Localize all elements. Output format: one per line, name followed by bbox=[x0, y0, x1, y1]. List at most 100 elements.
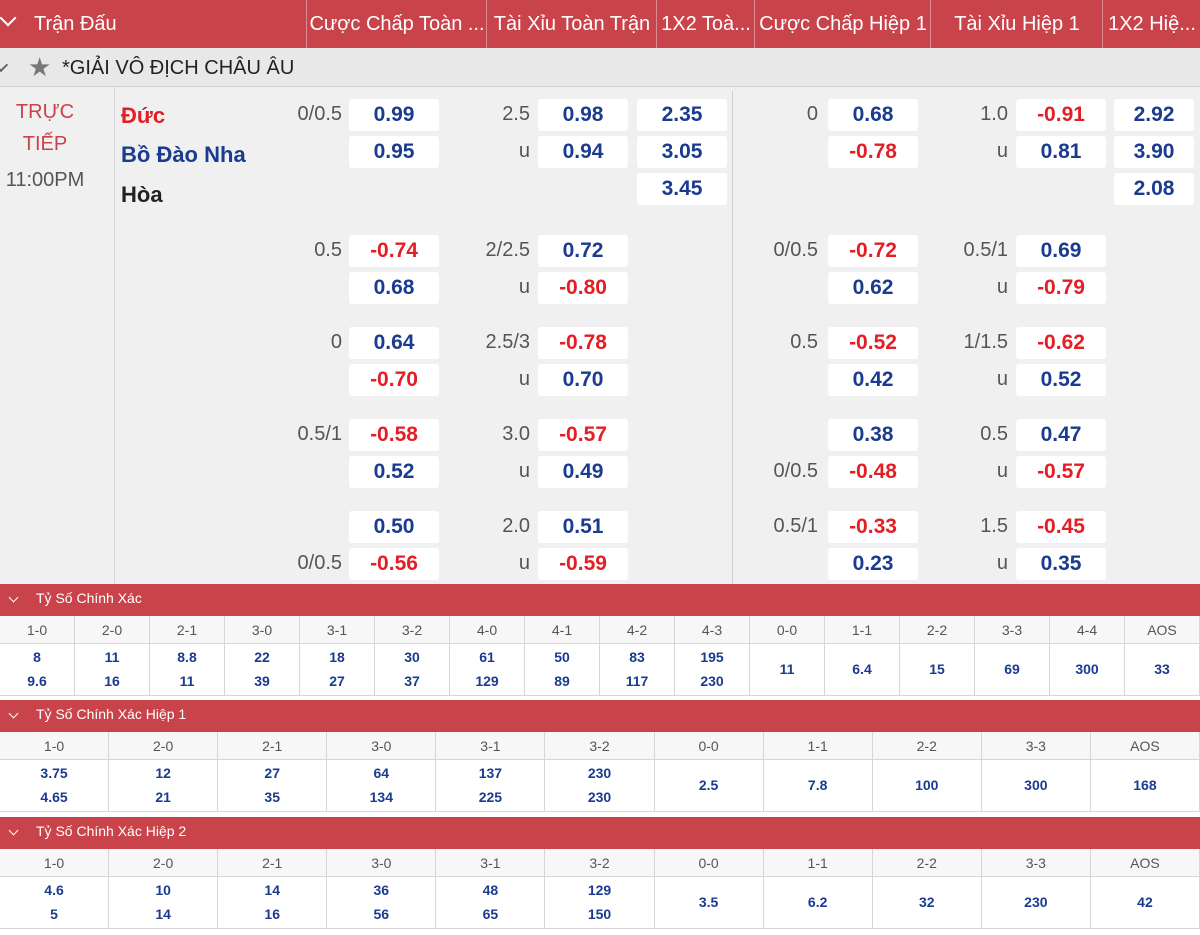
score-odd[interactable]: 15 bbox=[929, 661, 945, 677]
score-odd[interactable]: 150 bbox=[587, 906, 612, 922]
score-odd[interactable]: 129 bbox=[587, 882, 612, 898]
h1-handicap-odd[interactable]: -0.78 bbox=[828, 136, 918, 168]
score-odd[interactable]: 6.4 bbox=[852, 661, 872, 677]
score-odds-cell[interactable]: 6.4 bbox=[825, 644, 900, 696]
h1-handicap-odd[interactable]: 0.62 bbox=[828, 272, 918, 304]
h1-over-under-odd[interactable]: 0.52 bbox=[1016, 364, 1106, 396]
h1-over-under-odd[interactable]: -0.57 bbox=[1016, 456, 1106, 488]
h1-over-under-odd[interactable]: -0.45 bbox=[1016, 511, 1106, 543]
section-header[interactable]: Tỷ Số Chính Xác Hiệp 2 bbox=[0, 817, 1200, 849]
h1-handicap-odd[interactable]: -0.52 bbox=[828, 327, 918, 359]
score-odd[interactable]: 6.2 bbox=[807, 894, 828, 910]
chevron-down-icon[interactable] bbox=[0, 57, 9, 73]
score-odd[interactable]: 7.8 bbox=[807, 777, 828, 793]
chevron-down-icon[interactable] bbox=[8, 708, 19, 719]
score-odds-cell[interactable]: 42 bbox=[1090, 877, 1200, 929]
score-odds-cell[interactable]: 129 150 bbox=[545, 877, 655, 929]
ft-handicap-odd[interactable]: -0.70 bbox=[349, 364, 439, 396]
ft-over-under-odd[interactable]: 0.49 bbox=[538, 456, 628, 488]
ft-handicap-odd[interactable]: 0.99 bbox=[349, 99, 439, 131]
score-odd[interactable]: 4.65 bbox=[40, 789, 68, 805]
score-odd[interactable]: 300 bbox=[1024, 777, 1048, 793]
h1-1x2-odd[interactable]: 3.90 bbox=[1114, 136, 1194, 168]
league-row[interactable]: ★ *GIẢI VÔ ĐỊCH CHÂU ÂU bbox=[0, 48, 1200, 87]
h1-handicap-odd[interactable]: 0.68 bbox=[828, 99, 918, 131]
h1-over-under-odd[interactable]: -0.79 bbox=[1016, 272, 1106, 304]
score-odds-cell[interactable]: 230 bbox=[981, 877, 1091, 929]
score-odd[interactable]: 48 bbox=[482, 882, 499, 898]
score-odd[interactable]: 14 bbox=[264, 882, 280, 898]
score-odds-cell[interactable]: 300 bbox=[981, 760, 1091, 812]
score-odd[interactable]: 129 bbox=[475, 673, 499, 689]
h1-handicap-odd[interactable]: -0.72 bbox=[828, 235, 918, 267]
score-odd[interactable]: 117 bbox=[625, 673, 649, 689]
score-odd[interactable]: 30 bbox=[404, 649, 420, 665]
away-team[interactable]: Bồ Đào Nha bbox=[121, 142, 246, 167]
score-odd[interactable]: 230 bbox=[700, 673, 724, 689]
score-odd[interactable]: 134 bbox=[369, 789, 393, 805]
h1-handicap-odd[interactable]: 0.23 bbox=[828, 548, 918, 580]
score-odds-cell[interactable]: 168 bbox=[1090, 760, 1200, 812]
score-odd[interactable]: 5 bbox=[50, 906, 58, 922]
score-odd[interactable]: 83 bbox=[629, 649, 645, 665]
score-odd[interactable]: 300 bbox=[1075, 661, 1099, 677]
score-odds-cell[interactable]: 14 16 bbox=[218, 877, 328, 929]
score-odd[interactable]: 22 bbox=[254, 649, 270, 665]
score-odds-cell[interactable]: 3.75 4.65 bbox=[0, 760, 110, 812]
score-odds-cell[interactable]: 64 134 bbox=[327, 760, 437, 812]
score-odd[interactable]: 64 bbox=[373, 765, 390, 781]
score-odd[interactable]: 16 bbox=[264, 906, 280, 922]
score-odd[interactable]: 32 bbox=[918, 894, 935, 910]
score-odd[interactable]: 50 bbox=[554, 649, 570, 665]
ft-1x2-odd[interactable]: 3.45 bbox=[637, 173, 727, 205]
score-odd[interactable]: 27 bbox=[264, 765, 280, 781]
score-odds-cell[interactable]: 83 117 bbox=[600, 644, 675, 696]
score-odd[interactable]: 42 bbox=[1137, 894, 1153, 910]
h1-over-under-odd[interactable]: 0.81 bbox=[1016, 136, 1106, 168]
score-odd[interactable]: 35 bbox=[264, 789, 280, 805]
score-odds-cell[interactable]: 18 27 bbox=[300, 644, 375, 696]
score-odd[interactable]: 65 bbox=[482, 906, 499, 922]
score-odds-cell[interactable]: 195 230 bbox=[675, 644, 750, 696]
score-odds-cell[interactable]: 61 129 bbox=[450, 644, 525, 696]
ft-over-under-odd[interactable]: 0.51 bbox=[538, 511, 628, 543]
score-odds-cell[interactable]: 8 9.6 bbox=[0, 644, 75, 696]
score-odds-cell[interactable]: 3.5 bbox=[654, 877, 764, 929]
score-odd[interactable]: 195 bbox=[700, 649, 724, 665]
score-odd[interactable]: 4.6 bbox=[44, 882, 64, 898]
ft-over-under-odd[interactable]: 0.94 bbox=[538, 136, 628, 168]
score-odds-cell[interactable]: 2.5 bbox=[654, 760, 764, 812]
ft-handicap-odd[interactable]: -0.56 bbox=[349, 548, 439, 580]
ft-handicap-odd[interactable]: -0.58 bbox=[349, 419, 439, 451]
ft-over-under-odd[interactable]: -0.59 bbox=[538, 548, 628, 580]
score-odds-cell[interactable]: 22 39 bbox=[225, 644, 300, 696]
score-odd[interactable]: 56 bbox=[373, 906, 390, 922]
score-odds-cell[interactable]: 69 bbox=[975, 644, 1050, 696]
score-odd[interactable]: 8.8 bbox=[177, 649, 197, 665]
score-odd[interactable]: 61 bbox=[479, 649, 495, 665]
h1-1x2-odd[interactable]: 2.08 bbox=[1114, 173, 1194, 205]
score-odd[interactable]: 69 bbox=[1004, 661, 1020, 677]
score-odd[interactable]: 11 bbox=[104, 649, 120, 665]
score-odds-cell[interactable]: 27 35 bbox=[218, 760, 328, 812]
ft-handicap-odd[interactable]: 0.50 bbox=[349, 511, 439, 543]
section-header[interactable]: Tỷ Số Chính Xác Hiệp 1 bbox=[0, 700, 1200, 732]
ft-1x2-odd[interactable]: 2.35 bbox=[637, 99, 727, 131]
ft-handicap-odd[interactable]: 0.95 bbox=[349, 136, 439, 168]
score-odd[interactable]: 8 bbox=[33, 649, 41, 665]
score-odd[interactable]: 9.6 bbox=[27, 673, 47, 689]
score-odds-cell[interactable]: 15 bbox=[900, 644, 975, 696]
h1-over-under-odd[interactable]: 0.35 bbox=[1016, 548, 1106, 580]
score-odds-cell[interactable]: 11 16 bbox=[75, 644, 150, 696]
ft-over-under-odd[interactable]: -0.78 bbox=[538, 327, 628, 359]
chevron-down-icon[interactable] bbox=[8, 592, 19, 603]
score-odd[interactable]: 11 bbox=[779, 661, 795, 677]
ft-handicap-odd[interactable]: 0.64 bbox=[349, 327, 439, 359]
ft-over-under-odd[interactable]: -0.57 bbox=[538, 419, 628, 451]
section-header[interactable]: Tỷ Số Chính Xác bbox=[0, 584, 1200, 616]
score-odds-cell[interactable]: 36 56 bbox=[327, 877, 437, 929]
score-odd[interactable]: 11 bbox=[179, 673, 195, 689]
score-odds-cell[interactable]: 7.8 bbox=[763, 760, 873, 812]
ft-over-under-odd[interactable]: 0.70 bbox=[538, 364, 628, 396]
home-team[interactable]: Đức bbox=[121, 103, 166, 128]
